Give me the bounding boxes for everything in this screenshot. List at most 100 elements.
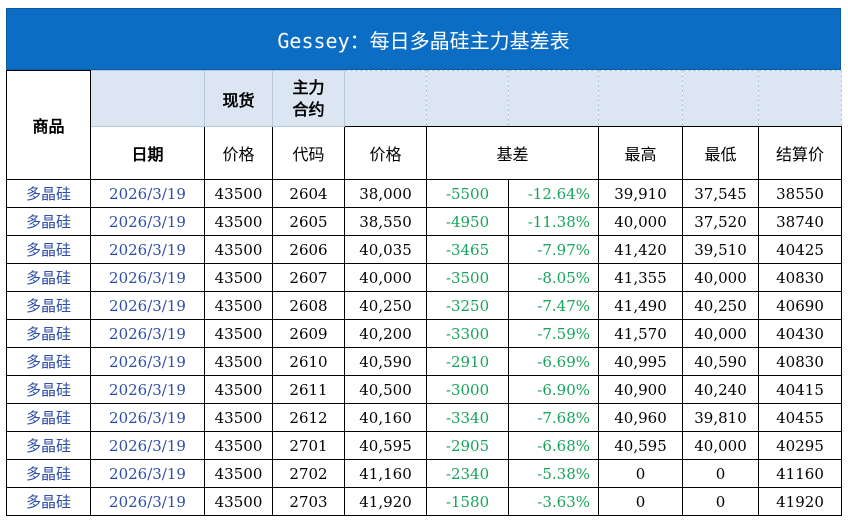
cell-low: 40,250 <box>682 291 759 320</box>
table-row: 多晶硅 2026/3/19 43500 2609 40,200 -3300 -7.59% 41… <box>6 319 842 348</box>
cell-price: 38,000 <box>344 179 427 208</box>
cell-spot-price: 43500 <box>204 291 273 320</box>
cell-contract-code: 2607 <box>272 263 345 292</box>
cell-price: 40,035 <box>344 235 427 264</box>
cell-product: 多晶硅 <box>6 207 91 236</box>
cell-date: 2026/3/19 <box>90 263 205 292</box>
cell-low: 39,810 <box>682 403 759 432</box>
cell-basis-pct: -5.38% <box>508 459 599 488</box>
cell-product: 多晶硅 <box>6 347 91 376</box>
table-row: 多晶硅 2026/3/19 43500 2611 40,500 -3000 -6.90% 40… <box>6 375 842 404</box>
cell-basis-pct: -7.97% <box>508 235 599 264</box>
header-spot-price: 价格 <box>204 126 273 180</box>
header-product: 商品 <box>6 70 91 180</box>
header-blank <box>758 70 842 127</box>
cell-basis: -3500 <box>426 263 509 292</box>
cell-settle: 40830 <box>758 263 842 292</box>
cell-basis-pct: -3.63% <box>508 487 599 516</box>
table-title: Gessey：每日多晶硅主力基差表 <box>6 8 841 70</box>
cell-contract-code: 2608 <box>272 291 345 320</box>
cell-contract-code: 2612 <box>272 403 345 432</box>
cell-basis-pct: -11.38% <box>508 207 599 236</box>
header-spot: 现货 <box>204 70 273 127</box>
cell-product: 多晶硅 <box>6 375 91 404</box>
cell-basis-pct: -7.47% <box>508 291 599 320</box>
cell-basis: -2910 <box>426 347 509 376</box>
cell-low: 0 <box>682 487 759 516</box>
cell-low: 40,240 <box>682 375 759 404</box>
cell-spot-price: 43500 <box>204 403 273 432</box>
header-blank <box>682 70 759 127</box>
cell-date: 2026/3/19 <box>90 459 205 488</box>
cell-date: 2026/3/19 <box>90 291 205 320</box>
cell-settle: 38550 <box>758 179 842 208</box>
cell-product: 多晶硅 <box>6 235 91 264</box>
cell-price: 40,000 <box>344 263 427 292</box>
cell-basis-pct: -6.69% <box>508 347 599 376</box>
cell-high: 40,995 <box>598 347 683 376</box>
cell-basis-pct: -8.05% <box>508 263 599 292</box>
cell-settle: 40425 <box>758 235 842 264</box>
cell-contract-code: 2606 <box>272 235 345 264</box>
cell-basis: -5500 <box>426 179 509 208</box>
cell-high: 41,355 <box>598 263 683 292</box>
cell-settle: 40415 <box>758 375 842 404</box>
cell-product: 多晶硅 <box>6 319 91 348</box>
cell-basis: -2905 <box>426 431 509 460</box>
cell-basis: -4950 <box>426 207 509 236</box>
cell-high: 40,960 <box>598 403 683 432</box>
cell-low: 40,000 <box>682 319 759 348</box>
cell-spot-price: 43500 <box>204 319 273 348</box>
table-row: 多晶硅 2026/3/19 43500 2702 41,160 -2340 -5.38% 0 0… <box>6 459 842 488</box>
header-blank <box>426 70 509 127</box>
cell-product: 多晶硅 <box>6 403 91 432</box>
cell-contract-code: 2604 <box>272 179 345 208</box>
cell-price: 41,920 <box>344 487 427 516</box>
cell-high: 40,900 <box>598 375 683 404</box>
cell-low: 40,000 <box>682 431 759 460</box>
header-settle: 结算价 <box>758 126 842 180</box>
cell-settle: 38740 <box>758 207 842 236</box>
cell-product: 多晶硅 <box>6 263 91 292</box>
cell-price: 40,250 <box>344 291 427 320</box>
cell-spot-price: 43500 <box>204 347 273 376</box>
cell-basis: -1580 <box>426 487 509 516</box>
cell-spot-price: 43500 <box>204 375 273 404</box>
cell-date: 2026/3/19 <box>90 207 205 236</box>
cell-contract-code: 2703 <box>272 487 345 516</box>
cell-product: 多晶硅 <box>6 431 91 460</box>
table-row: 多晶硅 2026/3/19 43500 2701 40,595 -2905 -6.68% 40… <box>6 431 842 460</box>
cell-product: 多晶硅 <box>6 179 91 208</box>
cell-basis: -2340 <box>426 459 509 488</box>
cell-basis: -3250 <box>426 291 509 320</box>
cell-low: 37,520 <box>682 207 759 236</box>
cell-contract-code: 2701 <box>272 431 345 460</box>
cell-price: 38,550 <box>344 207 427 236</box>
cell-high: 40,000 <box>598 207 683 236</box>
cell-contract-code: 2609 <box>272 319 345 348</box>
cell-basis: -3300 <box>426 319 509 348</box>
cell-date: 2026/3/19 <box>90 319 205 348</box>
cell-price: 40,590 <box>344 347 427 376</box>
cell-basis-pct: -7.59% <box>508 319 599 348</box>
cell-date: 2026/3/19 <box>90 347 205 376</box>
table-row: 多晶硅 2026/3/19 43500 2607 40,000 -3500 -8.05% 41… <box>6 263 842 292</box>
header-main-contract: 主力 合约 <box>272 70 345 127</box>
cell-low: 40,000 <box>682 263 759 292</box>
cell-settle: 41160 <box>758 459 842 488</box>
cell-settle: 41920 <box>758 487 842 516</box>
cell-high: 0 <box>598 459 683 488</box>
table-row: 多晶硅 2026/3/19 43500 2604 38,000 -5500 -12.64% 3… <box>6 179 842 208</box>
cell-basis-pct: -6.90% <box>508 375 599 404</box>
cell-spot-price: 43500 <box>204 179 273 208</box>
cell-high: 41,420 <box>598 235 683 264</box>
table-row: 多晶硅 2026/3/19 43500 2608 40,250 -3250 -7.47% 41… <box>6 291 842 320</box>
cell-price: 40,160 <box>344 403 427 432</box>
cell-settle: 40830 <box>758 347 842 376</box>
cell-high: 41,570 <box>598 319 683 348</box>
cell-low: 37,545 <box>682 179 759 208</box>
cell-basis-pct: -12.64% <box>508 179 599 208</box>
cell-low: 40,590 <box>682 347 759 376</box>
cell-spot-price: 43500 <box>204 263 273 292</box>
cell-contract-code: 2605 <box>272 207 345 236</box>
